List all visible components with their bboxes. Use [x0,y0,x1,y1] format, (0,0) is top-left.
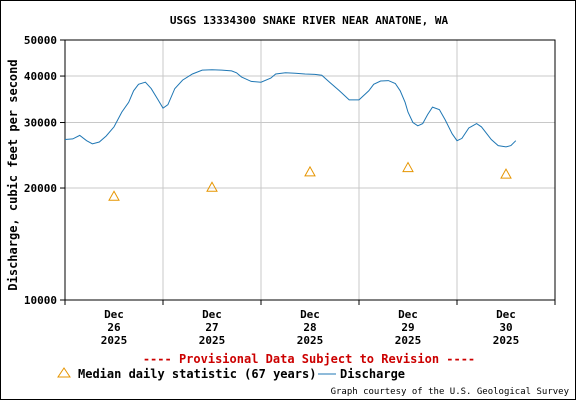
x-tick-label-day-label: 30 [499,321,512,334]
x-tick-label-year: 2025 [199,334,226,347]
y-tick-label: 30000 [24,117,57,130]
median-marker [108,190,120,201]
x-tick-label-day-label: 28 [303,321,316,334]
y-axis-label: Discharge, cubic feet per second [6,59,20,290]
chart-title: USGS 13334300 SNAKE RIVER NEAR ANATONE, … [170,14,449,27]
plot-area [64,39,556,301]
legend-median-label: Median daily statistic (67 years) [78,367,316,381]
y-axis-ticks: 10000 20000 30000 40000 50000 [24,34,65,307]
legend-discharge-label: Discharge [340,367,405,381]
legend: Median daily statistic (67 years) Discha… [57,367,405,381]
x-tick-label-year: 2025 [297,334,324,347]
x-tick-label-month: Dec [104,308,124,321]
x-tick-label-month: Dec [202,308,222,321]
x-tick-label-month: Dec [496,308,516,321]
x-tick-label-year: 2025 [493,334,520,347]
median-marker [304,165,316,177]
provisional-note: ---- Provisional Data Subject to Revisio… [143,352,475,366]
median-marker [206,181,218,192]
x-tick-label-day-label: 26 [107,321,121,334]
x-tick-label-month: Dec [398,308,418,321]
grid-lines [65,40,555,300]
series-layer [64,69,517,201]
y-tick-label: 40000 [24,70,57,83]
x-tick-label-year: 2025 [395,334,422,347]
x-tick-label-year: 2025 [101,334,128,347]
y-tick-label: 20000 [24,182,57,195]
x-tick-label-day-label: 27 [205,321,218,334]
x-tick-label-day-label: 29 [401,321,414,334]
legend-median-marker [57,367,71,378]
credit-note: Graph courtesy of the U.S. Geological Su… [331,387,570,397]
median-marker [500,168,512,179]
x-axis-ticks: Dec262025Dec272025Dec282025Dec292025Dec3… [64,300,556,347]
y-tick-label: 50000 [24,34,57,47]
discharge-line [64,69,517,148]
y-tick-label: 10000 [24,294,57,307]
x-tick-label-month: Dec [300,308,320,321]
median-marker [402,161,414,173]
